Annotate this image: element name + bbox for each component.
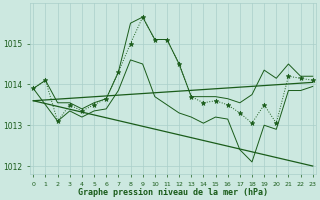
X-axis label: Graphe pression niveau de la mer (hPa): Graphe pression niveau de la mer (hPa) — [78, 188, 268, 197]
